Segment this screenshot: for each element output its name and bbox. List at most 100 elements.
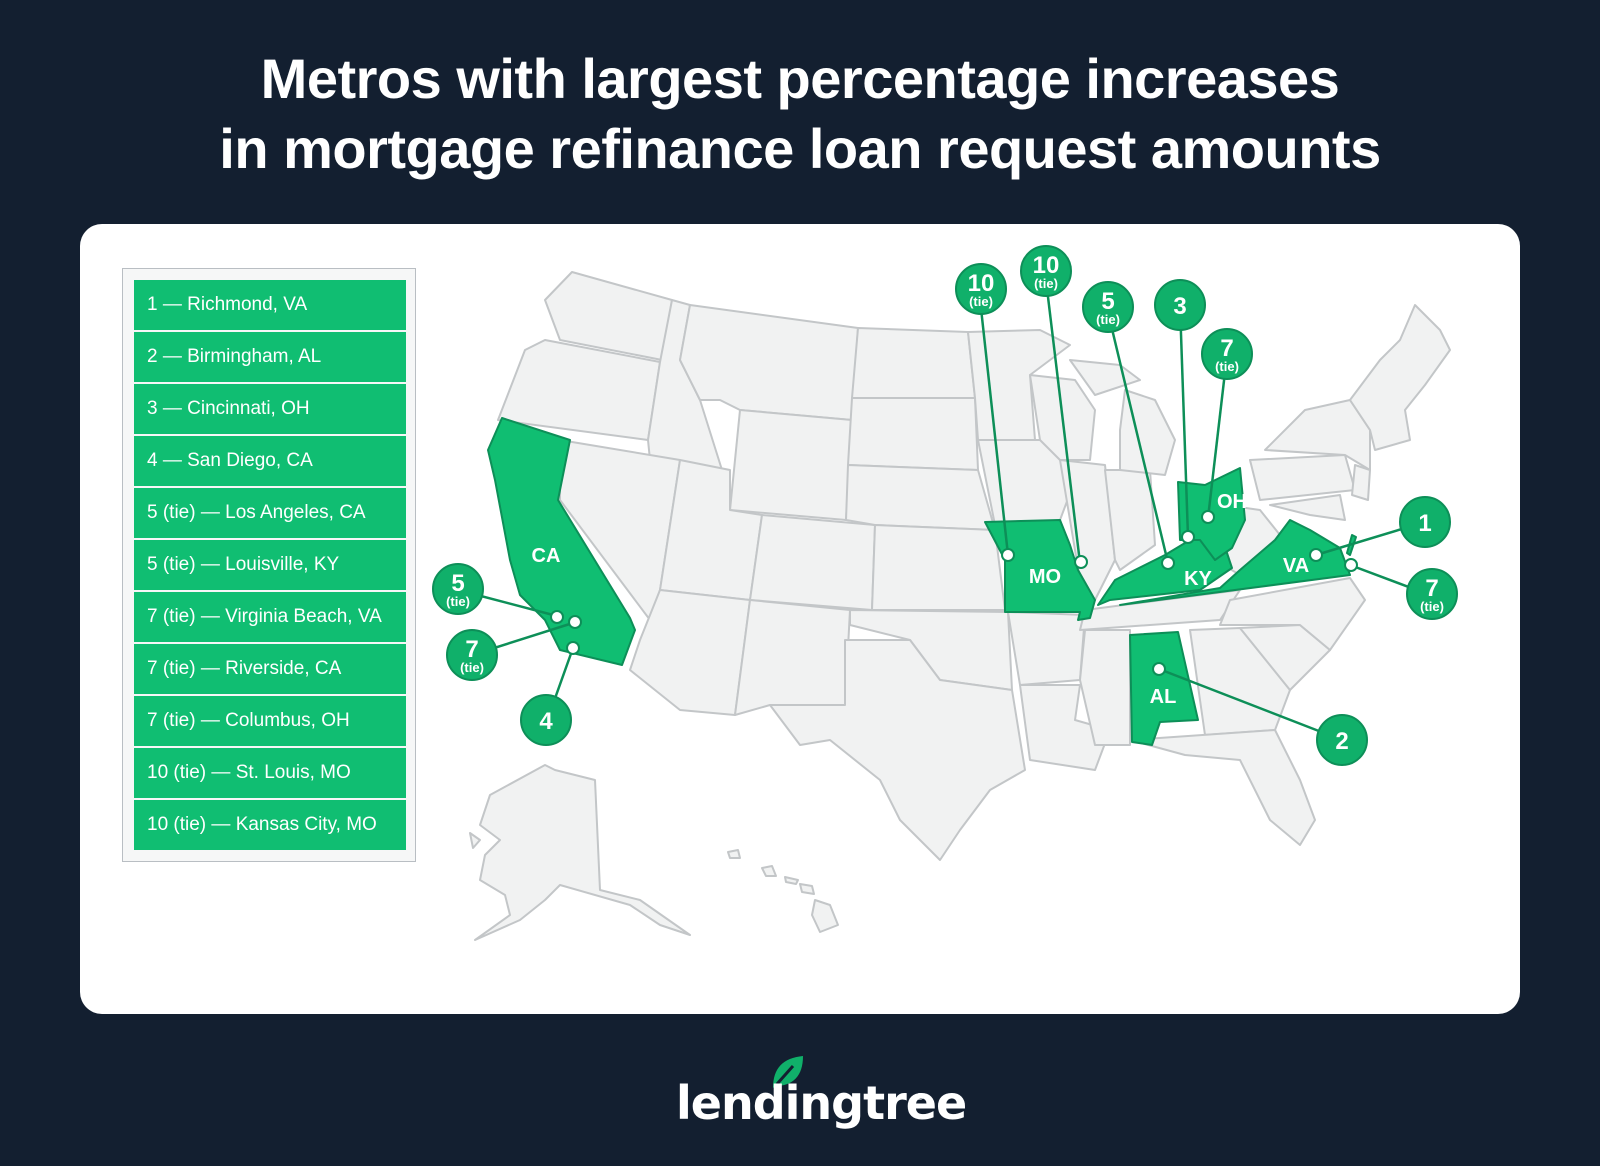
- svg-text:(tie): (tie): [460, 660, 484, 675]
- svg-text:1: 1: [1418, 510, 1431, 537]
- dot-virginia-beach: [1344, 558, 1358, 572]
- state-al-highlight: [1129, 631, 1199, 746]
- state-new-england: [1349, 304, 1451, 451]
- svg-text:2: 2: [1335, 728, 1348, 755]
- state-pa: [1249, 454, 1356, 501]
- registered-mark: ®: [916, 1092, 924, 1103]
- svg-text:10: 10: [968, 270, 995, 297]
- state-mt: [679, 304, 859, 421]
- brand-name: lendingtree: [676, 1076, 967, 1130]
- legend-item: 5 (tie) — Louisville, KY: [134, 540, 406, 590]
- callout-kansas-city: 10 (tie): [955, 263, 1007, 315]
- state-nc: [1219, 577, 1366, 651]
- callout-san-diego: 4: [520, 694, 572, 746]
- state-ak-island: [469, 832, 481, 849]
- svg-text:(tie): (tie): [446, 594, 470, 609]
- state-ak: [474, 764, 691, 941]
- dot-riverside: [568, 615, 582, 629]
- svg-text:7: 7: [1220, 335, 1233, 362]
- callout-cincinnati: 3: [1154, 279, 1206, 331]
- svg-text:(tie): (tie): [1420, 599, 1444, 614]
- legend-item: 7 (tie) — Virginia Beach, VA: [134, 592, 406, 642]
- state-nd: [851, 327, 976, 399]
- state-va-highlight: [1119, 519, 1351, 606]
- legend-item: 4 — San Diego, CA: [134, 436, 406, 486]
- legend-item: 10 (tie) — Kansas City, MO: [134, 800, 406, 850]
- dot-san-diego: [566, 641, 580, 655]
- state-mo-highlight: [984, 519, 1096, 621]
- state-label-al: AL: [1150, 686, 1177, 708]
- dot-columbus: [1201, 510, 1215, 524]
- legend-item: 3 — Cincinnati, OH: [134, 384, 406, 434]
- state-ga: [1189, 627, 1291, 736]
- callout-louisville: 5 (tie): [1082, 281, 1134, 333]
- svg-text:(tie): (tie): [1215, 359, 1239, 374]
- callout-columbus: 7 (tie): [1201, 328, 1253, 380]
- state-hi-1: [727, 849, 741, 859]
- lendingtree-logo: lendingtree ®: [676, 1054, 967, 1134]
- callout-richmond: 1: [1399, 496, 1451, 548]
- state-label-ca: CA: [532, 545, 561, 567]
- title-line-2: in mortgage refinance loan request amoun…: [219, 117, 1381, 180]
- callout-riverside: 7 (tie): [446, 629, 498, 681]
- state-ne: [845, 464, 996, 531]
- legend-item: 7 (tie) — Riverside, CA: [134, 644, 406, 694]
- svg-text:(tie): (tie): [1034, 276, 1058, 291]
- dot-cincinnati: [1181, 530, 1195, 544]
- state-nj: [1351, 464, 1371, 501]
- state-labels: CA MO KY OH VA AL: [532, 491, 1310, 708]
- page-title: Metros with largest percentage increases…: [0, 44, 1600, 184]
- state-hi-2: [761, 865, 777, 877]
- state-sd: [847, 397, 979, 471]
- state-label-va: VA: [1283, 555, 1309, 577]
- state-ca-highlight: [487, 417, 636, 666]
- state-tx: [769, 639, 1026, 861]
- svg-text:10: 10: [1033, 252, 1060, 279]
- title-line-1: Metros with largest percentage increases: [260, 47, 1340, 110]
- dot-kansas-city: [1001, 548, 1015, 562]
- state-hi-3: [784, 876, 799, 885]
- callout-st-louis: 10 (tie): [1020, 245, 1072, 297]
- state-or: [497, 339, 661, 441]
- state-nm: [734, 599, 851, 716]
- leaf-icon: [773, 1056, 803, 1088]
- state-wy: [729, 409, 853, 521]
- state-hi-5: [811, 899, 839, 933]
- state-label-ky: KY: [1184, 568, 1212, 590]
- dot-birmingham: [1152, 662, 1166, 676]
- dot-richmond: [1309, 548, 1323, 562]
- svg-text:4: 4: [539, 708, 553, 735]
- state-ms: [1079, 629, 1131, 746]
- legend-item: 2 — Birmingham, AL: [134, 332, 406, 382]
- state-ky-highlight: [1097, 537, 1233, 606]
- state-co: [749, 514, 876, 611]
- svg-text:7: 7: [1425, 575, 1438, 602]
- legend-item: 10 (tie) — St. Louis, MO: [134, 748, 406, 798]
- dot-st-louis: [1074, 555, 1088, 569]
- legend-item: 1 — Richmond, VA: [134, 280, 406, 330]
- callout-birmingham: 2: [1316, 714, 1368, 766]
- svg-text:7: 7: [465, 636, 478, 663]
- callouts: 10 (tie) 10 (tie) 5 (tie) 3 7 (tie) 1: [432, 245, 1458, 766]
- svg-text:3: 3: [1173, 293, 1186, 320]
- state-fl: [1129, 729, 1316, 846]
- state-mi: [1119, 389, 1176, 476]
- state-md: [1269, 494, 1346, 521]
- state-label-mo: MO: [1029, 566, 1061, 588]
- svg-text:(tie): (tie): [1096, 312, 1120, 327]
- svg-text:(tie): (tie): [969, 294, 993, 309]
- base-states: [469, 271, 1451, 941]
- svg-text:5: 5: [451, 570, 464, 597]
- dot-louisville: [1161, 556, 1175, 570]
- rankings-legend: 1 — Richmond, VA 2 — Birmingham, AL 3 — …: [122, 268, 416, 862]
- state-label-oh: OH: [1217, 491, 1247, 513]
- legend-item: 5 (tie) — Los Angeles, CA: [134, 488, 406, 538]
- svg-text:5: 5: [1101, 288, 1114, 315]
- state-hi-4: [799, 883, 815, 895]
- metro-dots: [550, 510, 1358, 676]
- state-wa: [544, 271, 673, 361]
- callout-virginia-beach: 7 (tie): [1406, 568, 1458, 620]
- state-ar: [1007, 611, 1086, 686]
- dot-los-angeles: [550, 610, 564, 624]
